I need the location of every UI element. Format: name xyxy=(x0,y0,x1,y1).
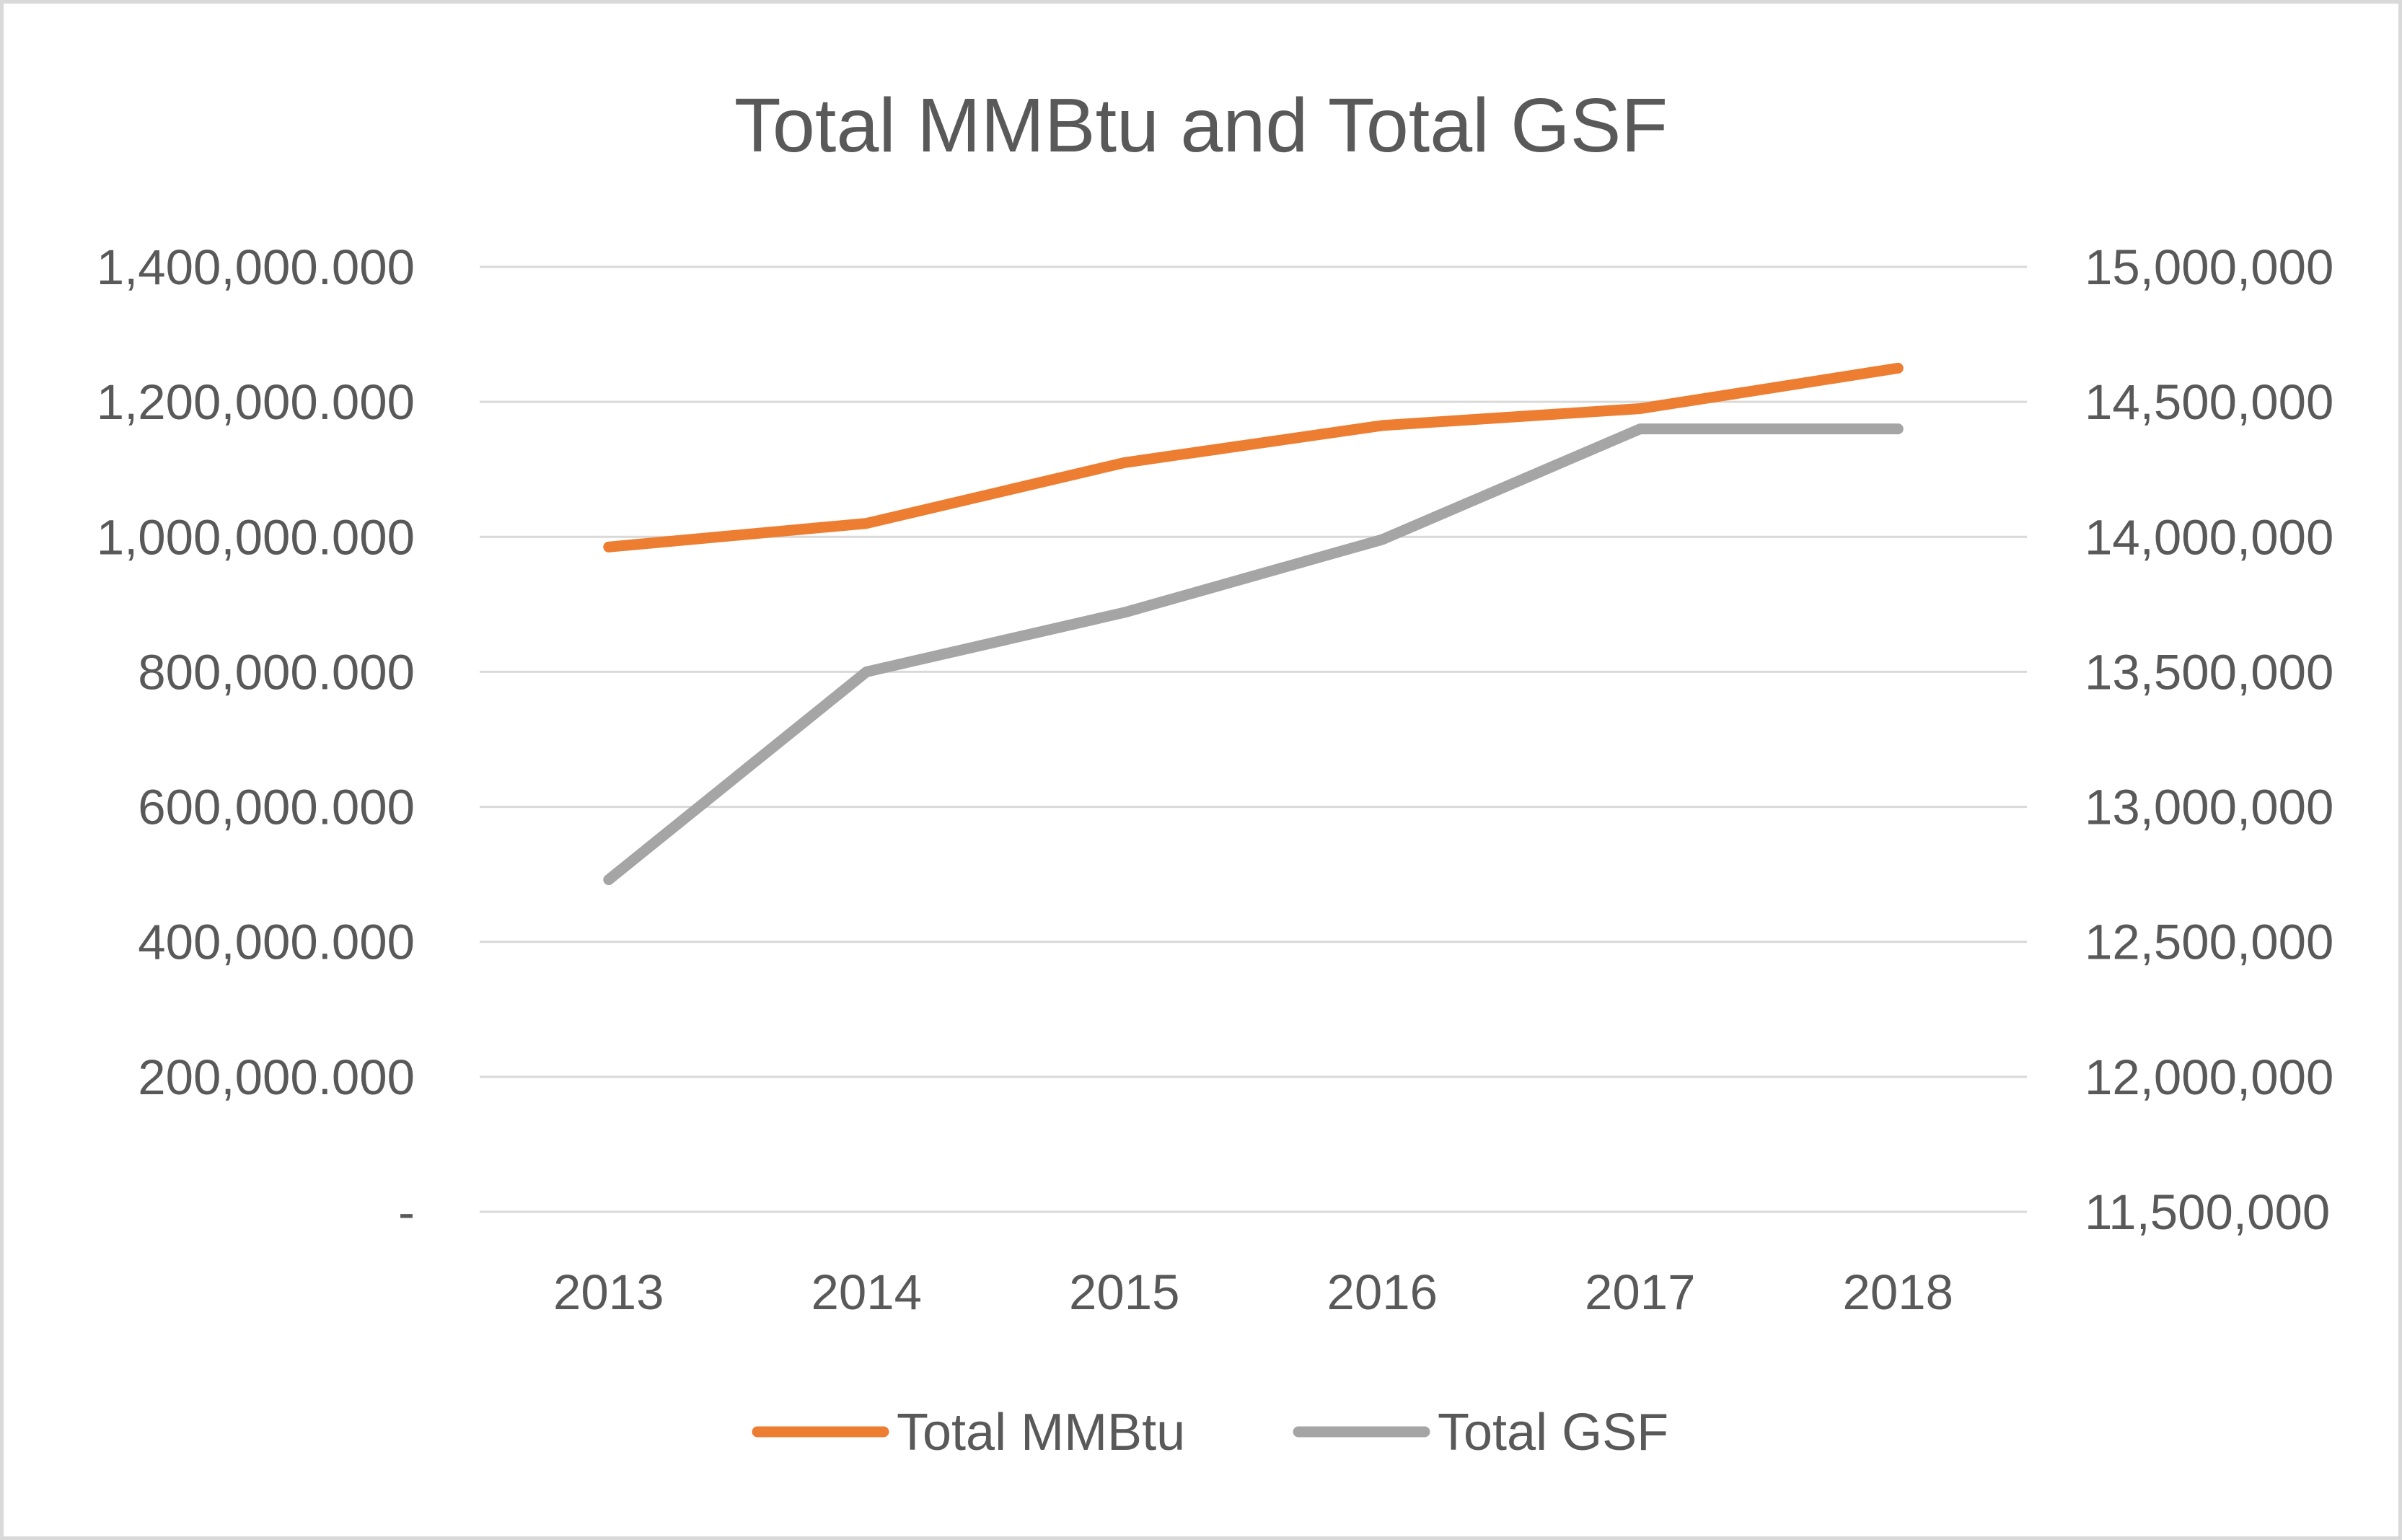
right-axis-tick-labels: 11,500,000 12,000,000 12,500,000 13,000,000… xyxy=(2085,239,2333,1240)
series-line-total-mmbtu xyxy=(603,362,1904,553)
left-axis-tick-label: 400,000.000 xyxy=(138,915,415,970)
legend: Total MMBtu Total GSF xyxy=(752,1404,1668,1461)
left-axis-tick-label: - xyxy=(398,1184,415,1240)
series-line-total-gsf xyxy=(603,423,1904,886)
x-axis-tick-label: 2016 xyxy=(1327,1264,1438,1320)
right-axis-tick-label: 15,000,000 xyxy=(2085,239,2333,295)
left-axis-tick-label: 800,000.000 xyxy=(138,644,415,700)
right-axis-tick-label: 13,000,000 xyxy=(2085,780,2333,835)
right-axis-tick-label: 12,000,000 xyxy=(2085,1050,2333,1105)
chart-title: Total MMBtu and Total GSF xyxy=(734,83,1668,168)
x-axis-tick-label: 2018 xyxy=(1843,1264,1954,1320)
left-axis-tick-label: 600,000.000 xyxy=(138,780,415,835)
left-axis-tick-labels: - 200,000.000 400,000.000 600,000.000 800,00… xyxy=(97,239,415,1240)
right-axis-tick-label: 11,500,000 xyxy=(2085,1184,2330,1240)
gridlines xyxy=(480,265,2027,1213)
series-lines xyxy=(603,362,1904,886)
right-axis-tick-label: 14,000,000 xyxy=(2085,509,2333,565)
right-axis-tick-label: 13,500,000 xyxy=(2085,644,2333,700)
left-axis-tick-label: 1,200,000.000 xyxy=(97,374,415,430)
legend-label: Total GSF xyxy=(1438,1404,1668,1461)
x-axis-tick-labels: 2013 2014 2015 2016 2017 2018 xyxy=(553,1264,1953,1320)
left-axis-tick-label: 200,000.000 xyxy=(138,1050,415,1105)
left-axis-tick-label: 1,000,000.000 xyxy=(97,509,415,565)
x-axis-tick-label: 2017 xyxy=(1585,1264,1696,1320)
left-axis-tick-label: 1,400,000.000 xyxy=(97,239,415,295)
x-axis-tick-label: 2015 xyxy=(1069,1264,1180,1320)
x-axis-tick-label: 2013 xyxy=(553,1264,664,1320)
x-axis-tick-label: 2014 xyxy=(811,1264,923,1320)
right-axis-tick-label: 14,500,000 xyxy=(2085,374,2333,430)
right-axis-tick-label: 12,500,000 xyxy=(2085,915,2333,970)
legend-label: Total MMBtu xyxy=(897,1404,1185,1461)
